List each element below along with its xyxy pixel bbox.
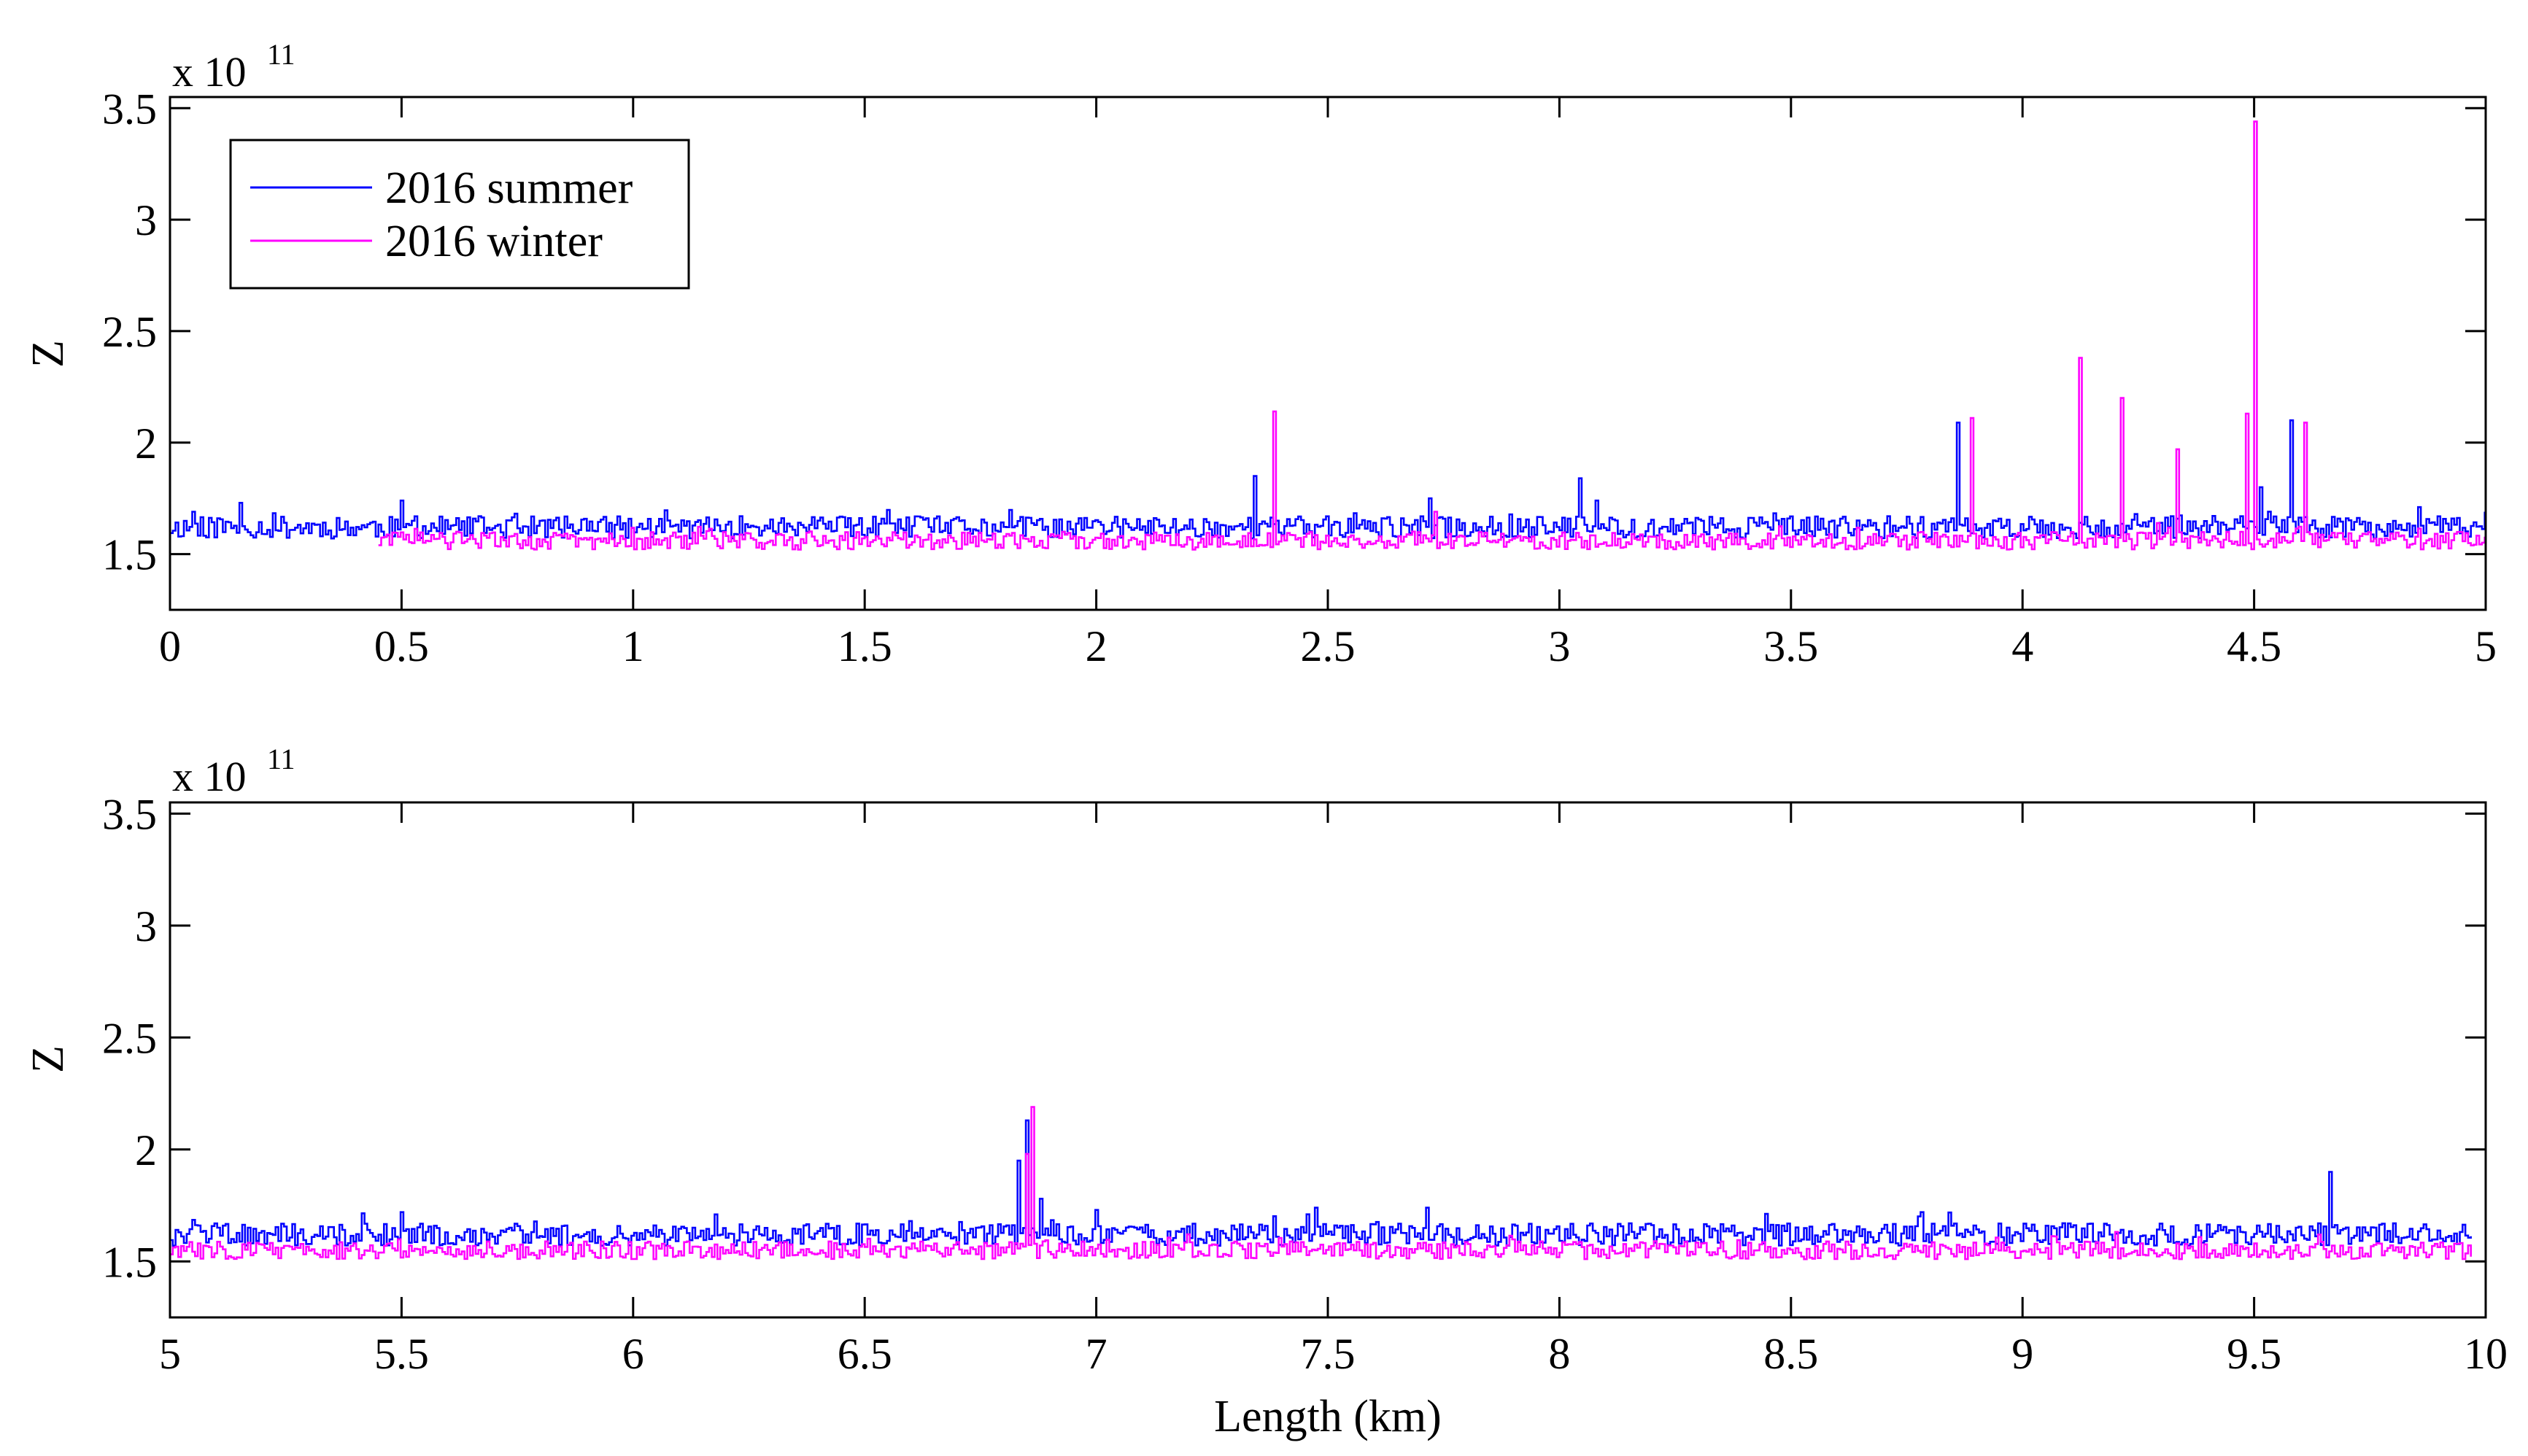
bottom-plot-area: 5 5.5 6 6.5 7 7.5 8 8.5 9 9.5 10 1.5 2 2.5 3 3.5	[102, 790, 2508, 1378]
legend-label-winter: 2016 winter	[385, 217, 603, 266]
top-y-tick-label: 1.5	[102, 531, 157, 579]
top-x-tick-label: 3.5	[1763, 622, 1818, 670]
top-y-axis-label: Z	[23, 340, 73, 368]
top-x-tick-label: 4.5	[2227, 622, 2281, 670]
top-x-tick-label: 4	[2011, 622, 2033, 670]
bottom-exponent-base: x 10	[172, 753, 247, 800]
bottom-y-tick-label: 3.5	[102, 790, 157, 838]
bottom-x-tick-label: 6	[622, 1330, 644, 1378]
top-x-tick-label: 5	[2475, 622, 2497, 670]
bottom-x-tick-label: 5.5	[374, 1330, 429, 1378]
top-exponent-base: x 10	[172, 48, 247, 96]
bottom-panel: x 10 11 Z 5 5.5 6 6.5 7 7.5 8 8.5 9 9.5 10 1.5 2 2.5 3…	[23, 743, 2508, 1441]
bottom-y-tick-label: 1.5	[102, 1238, 157, 1286]
bottom-series-layer	[170, 1106, 2472, 1261]
bottom-ticks-layer: 5 5.5 6 6.5 7 7.5 8 8.5 9 9.5 10 1.5 2 2.5 3 3.5	[102, 790, 2508, 1378]
top-panel: x 10 11 Z 0 0.5 1 1.5 2 2.5 3 3.5 4 4.5 5 1.5 2 2.5 3 3…	[23, 38, 2497, 670]
bottom-y-tick-label: 2.5	[102, 1014, 157, 1062]
bottom-x-tick-label: 7	[1086, 1330, 1108, 1378]
bottom-x-tick-label: 6.5	[838, 1330, 892, 1378]
bottom-x-tick-label: 9	[2011, 1330, 2033, 1378]
bottom-exponent-label: x 10 11	[172, 743, 295, 800]
bottom-series-line-2016-summer	[170, 1119, 2472, 1247]
top-x-tick-label: 2.5	[1301, 622, 1356, 670]
top-x-tick-label: 2	[1086, 622, 1108, 670]
bottom-x-tick-label: 7.5	[1301, 1330, 1356, 1378]
bottom-x-tick-label: 5	[159, 1330, 181, 1378]
top-ticks-layer: 0 0.5 1 1.5 2 2.5 3 3.5 4 4.5 5 1.5 2 2.5 3 3.5	[102, 85, 2497, 670]
legend-label-summer: 2016 summer	[385, 163, 633, 213]
top-y-tick-label: 2.5	[102, 308, 157, 356]
legend: 2016 summer 2016 winter	[229, 139, 690, 290]
legend-box	[229, 139, 690, 290]
top-x-tick-label: 0	[159, 622, 181, 670]
top-exponent-power: 11	[267, 38, 295, 71]
top-x-tick-label: 1.5	[838, 622, 892, 670]
top-x-tick-label: 0.5	[374, 622, 429, 670]
bottom-y-axis-label: Z	[23, 1045, 73, 1073]
top-series-layer	[170, 120, 2486, 551]
top-y-tick-label: 2	[135, 419, 157, 468]
bottom-y-tick-label: 2	[135, 1126, 157, 1174]
top-y-tick-label: 3.5	[102, 85, 157, 133]
top-series-line-2016-winter	[378, 120, 2486, 551]
top-y-tick-label: 3	[135, 196, 157, 244]
bottom-x-tick-label: 9.5	[2227, 1330, 2281, 1378]
top-plot-area: 0 0.5 1 1.5 2 2.5 3 3.5 4 4.5 5 1.5 2 2.5 3 3.5	[102, 85, 2497, 670]
bottom-x-axis-label: Length (km)	[1214, 1392, 1442, 1441]
bottom-y-tick-label: 3	[135, 902, 157, 950]
top-series-line-2016-summer	[170, 419, 2486, 540]
top-exponent-label: x 10 11	[172, 38, 295, 96]
bottom-x-tick-label: 10	[2464, 1330, 2508, 1378]
bottom-x-tick-label: 8	[1548, 1330, 1570, 1378]
bottom-exponent-power: 11	[267, 743, 295, 775]
top-axes-frame	[169, 96, 2487, 611]
bottom-x-tick-label: 8.5	[1763, 1330, 1818, 1378]
top-x-tick-label: 3	[1548, 622, 1570, 670]
bottom-axes-frame	[169, 801, 2487, 1319]
top-x-tick-label: 1	[622, 622, 644, 670]
bottom-series-line-2016-winter	[170, 1106, 2472, 1261]
